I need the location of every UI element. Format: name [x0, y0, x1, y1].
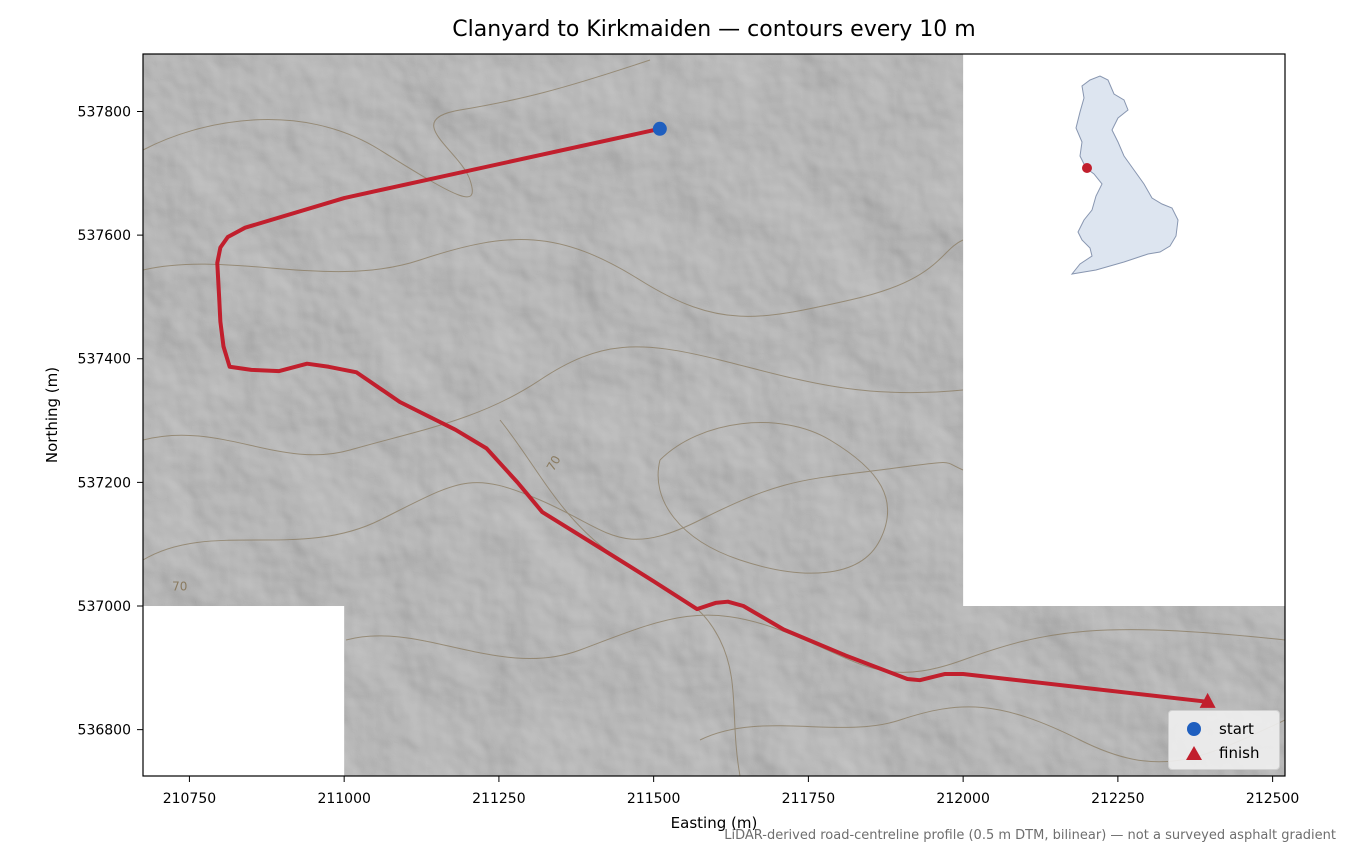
x-tick-label: 210750: [163, 791, 216, 807]
start-legend-icon: [1187, 722, 1201, 736]
inset-map: [1070, 75, 1179, 275]
no-data-area: [963, 54, 1285, 607]
y-tick-label: 537800: [78, 104, 131, 120]
contour-line: [345, 614, 1285, 673]
legend: start finish: [1168, 710, 1280, 770]
start-marker: [652, 121, 667, 136]
no-data-area: [143, 606, 345, 776]
x-tick-label: 211750: [782, 791, 835, 807]
contour-line: [143, 59, 651, 198]
y-tick-label: 536800: [78, 723, 131, 739]
finish-legend-icon: [1186, 746, 1202, 760]
legend-item-start: start: [1169, 718, 1254, 740]
x-tick-label: 212250: [1091, 791, 1144, 807]
y-axis: 536800 537000 537200 537400 537600 537800: [78, 104, 143, 739]
route-line: [215, 126, 1210, 704]
x-tick-label: 212000: [936, 791, 989, 807]
footnote: LiDAR-derived road-centreline profile (0…: [724, 828, 1336, 843]
x-tick-label: 211250: [472, 791, 525, 807]
plot-frame: [142, 53, 1286, 777]
x-axis: 210750 211000 211250 211500 211750 212000 2122…: [163, 776, 1299, 807]
legend-label-finish: finish: [1219, 744, 1260, 762]
y-tick-label: 537200: [78, 475, 131, 491]
y-tick-label: 537000: [78, 599, 131, 615]
finish-marker: [1199, 692, 1216, 708]
y-tick-label: 537600: [78, 228, 131, 244]
x-axis-label: Easting (m): [671, 814, 758, 832]
x-tick-label: 211000: [317, 791, 370, 807]
contour-line: [657, 422, 889, 574]
route-location-dot: [1082, 163, 1092, 173]
x-tick-label: 211500: [627, 791, 680, 807]
contour-line: [143, 346, 964, 456]
legend-label-start: start: [1219, 720, 1254, 738]
legend-item-finish: finish: [1169, 742, 1259, 764]
y-axis-label: Northing (m): [43, 367, 61, 463]
no-data-areas: [143, 54, 1285, 776]
contour-line: [143, 462, 964, 561]
map-title: Clanyard to Kirkmaiden — contours every …: [452, 17, 976, 42]
contour-labels: 70 70: [172, 453, 564, 593]
contour-label: 70: [172, 580, 187, 594]
contour-label: 70: [544, 453, 564, 473]
y-tick-label: 537400: [78, 352, 131, 368]
x-tick-label: 212500: [1246, 791, 1299, 807]
contour-line: [143, 239, 964, 317]
